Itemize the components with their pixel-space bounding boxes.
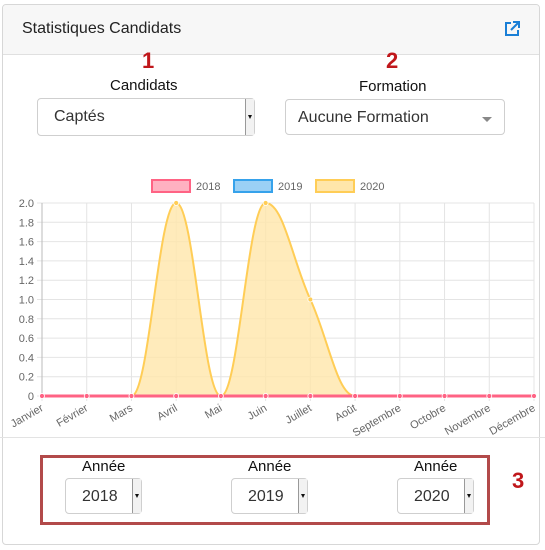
data-point-2020 <box>173 200 180 206</box>
data-point-2018 <box>307 393 314 399</box>
x-tick-label: Avril <box>155 402 179 423</box>
x-tick-label: Septembre <box>351 402 404 439</box>
y-tick-label: 0.8 <box>19 314 34 326</box>
candidats-select-arrow[interactable] <box>245 99 254 135</box>
x-tick-label: Mai <box>203 402 224 421</box>
y-tick-label: 1.8 <box>19 217 34 229</box>
year-select-2018[interactable]: 2018 <box>65 478 142 514</box>
data-point-2018 <box>396 393 403 399</box>
year-label-2: Année <box>248 458 292 475</box>
x-tick-label: Mars <box>108 402 136 425</box>
divider <box>0 437 545 438</box>
x-tick-label: Novembre <box>443 402 493 438</box>
formation-select-value: Aucune Formation <box>298 109 429 126</box>
statistics-card: Statistiques Candidats <box>2 4 540 545</box>
data-point-2018 <box>39 393 45 399</box>
x-tick-label: Août <box>333 402 359 424</box>
year-select-arrow[interactable] <box>298 479 307 513</box>
year-select-value: 2020 <box>414 488 450 505</box>
year-select-2020[interactable]: 2020 <box>397 478 474 514</box>
y-tick-label: 0.4 <box>19 352 34 364</box>
data-point-2020 <box>262 200 269 206</box>
year-label-3: Année <box>414 458 458 475</box>
series-area-2020 <box>42 203 534 396</box>
candidates-chart: 0 0.2 0.4 0.6 0.8 1.0 1.2 1.4 1.6 1.8 2.0 Janvier Fé… <box>9 179 538 440</box>
year-select-arrow[interactable] <box>464 479 473 513</box>
data-point-2018 <box>218 393 224 399</box>
data-point-2018 <box>262 393 269 399</box>
legend-label-2018: 2018 <box>196 181 220 193</box>
year-select-arrow[interactable] <box>132 479 141 513</box>
candidats-label: Candidats <box>110 77 178 94</box>
x-tick-label: Février <box>55 402 91 430</box>
legend-label-2019: 2019 <box>278 181 302 193</box>
candidats-select[interactable]: Captés <box>37 98 255 136</box>
data-point-2018 <box>173 393 180 399</box>
year-selection-frame <box>40 455 490 525</box>
year-select-2019[interactable]: 2019 <box>231 478 308 514</box>
formation-select[interactable]: Aucune Formation <box>285 99 505 135</box>
x-tick-label: Juillet <box>284 402 314 426</box>
data-point-2018 <box>128 393 135 399</box>
x-tick-label: Décembre <box>488 402 538 438</box>
annotation-1: 1 <box>142 48 155 73</box>
x-tick-label: Juin <box>246 402 269 422</box>
data-point-2018 <box>441 393 448 399</box>
annotation-3: 3 <box>512 468 525 493</box>
data-point-2018 <box>83 393 90 399</box>
y-tick-label: 0.2 <box>19 372 34 384</box>
data-point-2020 <box>307 296 314 303</box>
external-link-icon[interactable] <box>503 20 521 38</box>
year-label-1: Année <box>82 458 126 475</box>
candidats-select-value: Captés <box>54 108 105 125</box>
chart-area: 0 0.2 0.4 0.6 0.8 1.0 1.2 1.4 1.6 1.8 2.0 Janvier Fé… <box>0 170 545 440</box>
data-point-2018 <box>531 393 537 399</box>
x-tick-label: Janvier <box>9 402 46 430</box>
legend-label-2020: 2020 <box>360 181 384 193</box>
legend-swatch-2018 <box>151 179 191 193</box>
y-tick-label: 1.4 <box>19 256 34 268</box>
formation-label: Formation <box>359 78 427 95</box>
annotation-2: 2 <box>386 48 399 73</box>
card-header: Statistiques Candidats <box>3 5 539 55</box>
year-select-value: 2019 <box>248 488 284 505</box>
y-tick-label: 1.2 <box>19 275 34 287</box>
data-point-2018 <box>486 393 493 399</box>
data-point-2018 <box>352 393 358 399</box>
card-title: Statistiques Candidats <box>22 20 182 37</box>
chevron-down-icon <box>482 117 492 122</box>
y-tick-label: 0 <box>28 391 34 403</box>
y-tick-label: 1.0 <box>19 295 34 307</box>
legend-swatch-2019 <box>233 179 273 193</box>
y-tick-label: 2.0 <box>19 198 34 210</box>
y-tick-label: 0.6 <box>19 333 34 345</box>
y-tick-label: 1.6 <box>19 237 34 249</box>
year-select-value: 2018 <box>82 488 118 505</box>
legend-swatch-2020 <box>315 179 355 193</box>
